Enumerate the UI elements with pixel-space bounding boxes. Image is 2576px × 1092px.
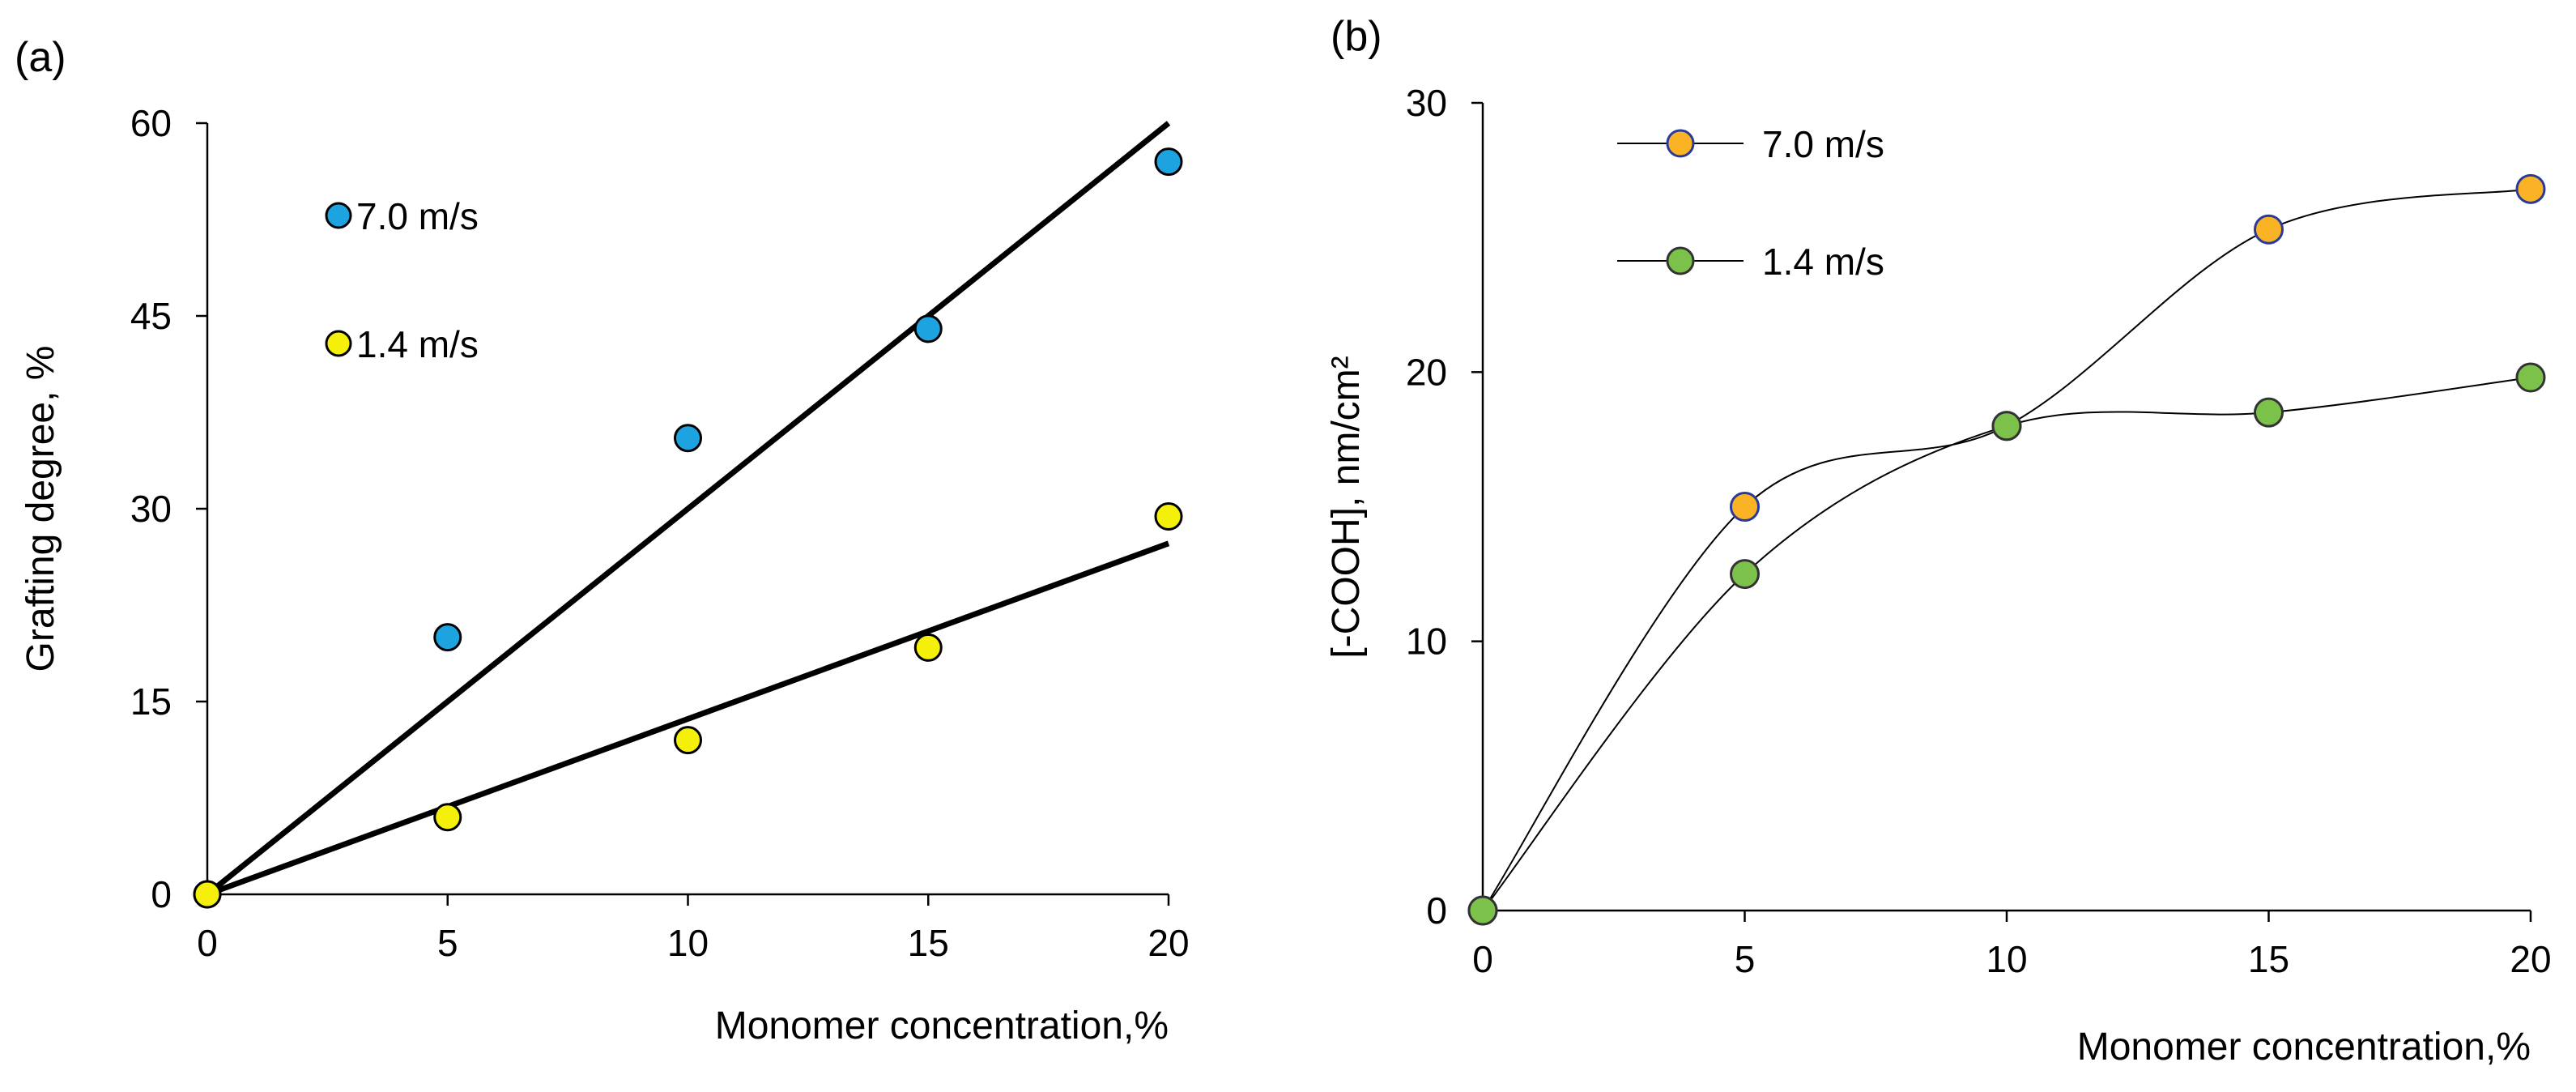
- panel-a-point-series-0: [674, 424, 702, 453]
- panel-b-ticks: 0 5 10 15 20 0 10 20 30: [1406, 82, 2552, 980]
- panel-a-point-series-1: [674, 726, 702, 755]
- panel-b-label: (b): [1331, 13, 1382, 60]
- panel-b-legend-label-7-0: 7.0 m/s: [1762, 123, 1884, 165]
- panel-b-x-tick-label: 5: [1735, 938, 1756, 980]
- panel-a-y-tick-label: 60: [130, 102, 172, 144]
- panel-b-legend: 7.0 m/s 1.4 m/s: [1617, 123, 1884, 283]
- panel-b-point-series-0: [1730, 492, 1760, 522]
- panel-a-grafting-degree-chart: (a) 0 5 10 15 20 0 15 30 45 60 Grafting degree, %…: [15, 34, 1190, 1047]
- panel-b-point-series-1: [1730, 559, 1760, 590]
- panel-a-x-axis-title: Monomer concentration,%: [715, 1005, 1169, 1047]
- panel-b-curve-series-0: [1482, 188, 2531, 911]
- panel-a-y-tick-label: 30: [130, 488, 172, 530]
- panel-a-fit-lines: [205, 121, 1171, 898]
- panel-a-y-tick-label: 45: [130, 295, 172, 337]
- panel-b-point-series-0: [2254, 214, 2284, 245]
- panel-a-y-axis-title: Grafting degree, %: [19, 346, 62, 672]
- panel-a-point-series-1: [1154, 502, 1183, 531]
- panel-a-point-series-0: [433, 623, 462, 652]
- panel-a-legend: 7.0 m/s 1.4 m/s: [325, 195, 479, 365]
- panel-b-y-tick-label: 30: [1406, 82, 1447, 124]
- panel-a-legend-label-7-0: 7.0 m/s: [356, 195, 479, 237]
- panel-a-points: [193, 147, 1183, 909]
- panel-a-point-series-1: [193, 880, 222, 909]
- panel-a-x-tick-label: 15: [908, 922, 949, 964]
- panel-a-x-tick-label: 20: [1147, 922, 1189, 964]
- panel-b-legend-marker-1-4: [1666, 246, 1695, 275]
- panel-b-y-axis-title: [-COOH], nm/cm²: [1325, 356, 1368, 658]
- panel-b-points: [1467, 173, 2546, 926]
- panel-a-x-tick-label: 10: [667, 922, 709, 964]
- panel-b-y-tick-label: 0: [1426, 889, 1447, 932]
- panel-a-y-tick-label: 0: [151, 873, 172, 915]
- panel-a-legend-marker-7-0: [325, 202, 352, 229]
- panel-b-x-tick-label: 0: [1472, 938, 1493, 980]
- panel-b-legend-label-1-4: 1.4 m/s: [1762, 241, 1884, 283]
- panel-a-legend-label-1-4: 1.4 m/s: [356, 323, 479, 365]
- panel-b-point-series-1: [1467, 895, 1498, 926]
- panel-a-legend-marker-1-4: [325, 330, 352, 357]
- panel-a-x-tick-label: 5: [437, 922, 458, 964]
- panel-b-y-tick-label: 10: [1406, 621, 1447, 663]
- panel-a-point-series-0: [913, 314, 943, 343]
- panel-a-x-tick-label: 0: [197, 922, 218, 964]
- panel-a-point-series-1: [433, 803, 462, 832]
- panel-a-y-tick-label: 15: [130, 680, 172, 723]
- panel-b-curves: [1482, 188, 2531, 911]
- panel-a-fit-line-series-1: [206, 540, 1170, 898]
- panel-b-curve-series-1: [1482, 376, 2531, 911]
- panel-b-point-series-0: [2515, 173, 2546, 204]
- panel-b-point-series-1: [2515, 362, 2546, 393]
- panel-a-label: (a): [15, 34, 66, 81]
- panel-b-x-tick-label: 10: [1986, 938, 2027, 980]
- panel-b-point-series-1: [1991, 411, 2022, 441]
- panel-b-x-tick-label: 20: [2510, 938, 2551, 980]
- panel-b-x-axis-title: Monomer concentration,%: [2077, 1026, 2531, 1069]
- panel-b-point-series-1: [2254, 397, 2284, 428]
- panel-a-point-series-0: [1154, 147, 1183, 177]
- panel-b-y-tick-label: 20: [1406, 351, 1447, 393]
- panel-a-point-series-1: [913, 633, 943, 662]
- panel-b-x-tick-label: 15: [2248, 938, 2289, 980]
- panel-b-carboxyl-density-chart: (b) 0 5 10 15 20 0 10 20 30 [-COOH], nm/cm² Mono…: [1325, 13, 2552, 1069]
- panel-a-fit-line-series-0: [205, 121, 1171, 897]
- panel-b-legend-marker-7-0: [1666, 129, 1695, 158]
